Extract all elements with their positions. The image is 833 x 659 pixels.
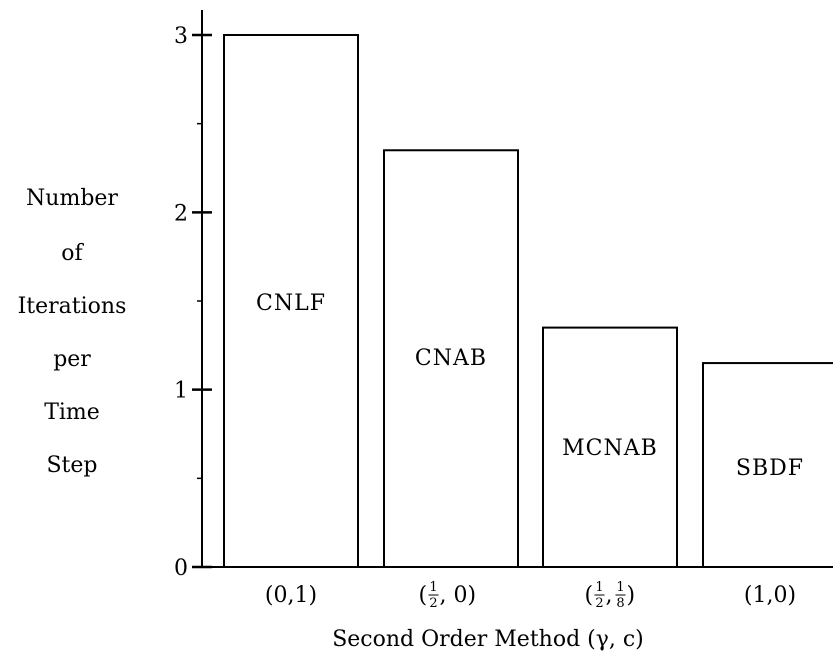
y-axis-label-line: Step [46, 453, 97, 478]
bar-label: SBDF [736, 456, 804, 481]
y-axis-label-line: of [61, 241, 84, 266]
y-tick-label: 1 [174, 379, 188, 404]
category-labels: (0,1)(12, 0)(12, 18) (1,0) [265, 580, 796, 611]
x-tick-label-text: (0,1) [265, 583, 317, 608]
fraction-denominator: 2 [429, 596, 437, 611]
fraction-numerator: 1 [595, 580, 603, 595]
bar-label: MCNAB [562, 436, 658, 461]
y-tick-label: 0 [174, 556, 188, 581]
fraction-numerator: 1 [616, 580, 624, 595]
y-axis-label-line: per [53, 347, 91, 372]
y-axis-label-line: Iterations [18, 294, 127, 319]
x-tick-label: (0,1) [265, 583, 317, 608]
fraction-denominator: 2 [595, 596, 603, 611]
x-tick-label: (12, 18) [585, 580, 636, 611]
x-tick-label-text: , [606, 583, 613, 608]
y-axis-label-line: Number [26, 186, 118, 211]
bars: CNLF CNAB MCNAB SBDF [223, 34, 833, 569]
fraction-numerator: 1 [429, 580, 437, 595]
x-tick-label: (12, 0) [419, 580, 477, 611]
x-tick-label-text: ( [585, 583, 594, 608]
bar-label: CNAB [415, 346, 487, 371]
x-tick-label: (1,0) [744, 583, 796, 608]
x-tick-label-text: ) [627, 583, 636, 608]
bar-mcnab [542, 326, 678, 568]
x-tick-label-text: ( [419, 583, 428, 608]
x-axis-label: Second Order Method (γ, c) [332, 627, 644, 652]
x-tick-label-text: (1,0) [744, 583, 796, 608]
y-tick-label: 2 [174, 201, 188, 226]
bar-cnlf [223, 34, 359, 568]
y-tick-label: 3 [174, 24, 188, 49]
fraction-denominator: 8 [616, 596, 624, 611]
y-axis-label: Number of Iterations per Time Step [18, 186, 127, 478]
bar-label: CNLF [256, 291, 326, 316]
y-axis-label-line: Time [44, 400, 100, 425]
x-tick-label-text: , 0) [440, 583, 477, 608]
bar-sbdf [702, 362, 833, 569]
bar-cnab [383, 149, 519, 568]
